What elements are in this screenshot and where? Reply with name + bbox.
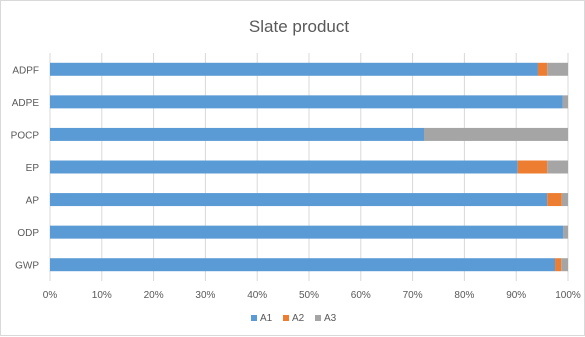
bar-adpe-a3 (562, 95, 568, 109)
x-tick-labels: 0% 10% 20% 30% 40% 50% 60% 70% 80% 90% 100% (43, 290, 581, 301)
legend-swatch-a2 (283, 315, 289, 321)
bar-odp-a1 (50, 225, 564, 239)
category-label: GWP (15, 261, 39, 272)
category-label: POCP (11, 130, 40, 141)
bar-gwp-a2 (555, 258, 562, 272)
bar-gwp-a1 (50, 258, 556, 272)
bar-ap-a2 (547, 193, 562, 207)
bar-layer (50, 62, 568, 272)
x-tick-label: 60% (351, 290, 371, 301)
bar-ep-a1 (50, 160, 518, 174)
bar-ep-a2 (517, 160, 548, 174)
category-label: ADPF (12, 65, 39, 76)
x-tick-label: 90% (506, 290, 526, 301)
bar-ep-a3 (547, 160, 568, 174)
legend-label-a2: A2 (292, 313, 305, 324)
x-tick-label: 40% (247, 290, 267, 301)
x-tick-label: 70% (403, 290, 423, 301)
legend-swatch-a3 (315, 315, 321, 321)
bar-adpf-a2 (537, 62, 548, 76)
x-tick-label: 0% (43, 290, 58, 301)
chart-title: Slate product (249, 17, 349, 36)
category-label: AP (26, 196, 40, 207)
bar-adpf-a3 (547, 62, 568, 76)
bar-gwp-a3 (561, 258, 568, 272)
bar-adpe-a1 (50, 95, 563, 109)
legend-swatch-a1 (251, 315, 257, 321)
x-tick-label: 80% (454, 290, 474, 301)
bar-ap-a3 (561, 193, 568, 207)
x-tick-label: 10% (92, 290, 112, 301)
category-label: ADPE (12, 98, 40, 109)
category-label: EP (26, 163, 40, 174)
x-tick-label: 100% (555, 290, 581, 301)
legend: A1 A2 A3 (251, 313, 337, 324)
bar-adpf-a1 (50, 62, 538, 76)
bar-odp-a3 (563, 225, 568, 239)
bar-ap-a1 (50, 193, 548, 207)
category-label: ODP (17, 228, 39, 239)
bar-pocp-a1 (50, 127, 424, 141)
category-labels: ADPF ADPE POCP EP AP ODP GWP (11, 65, 40, 271)
x-tick-label: 20% (144, 290, 164, 301)
legend-label-a1: A1 (260, 313, 273, 324)
x-tick-label: 50% (299, 290, 319, 301)
bar-pocp-a3 (423, 127, 568, 141)
legend-label-a3: A3 (324, 313, 337, 324)
x-tick-label: 30% (195, 290, 215, 301)
